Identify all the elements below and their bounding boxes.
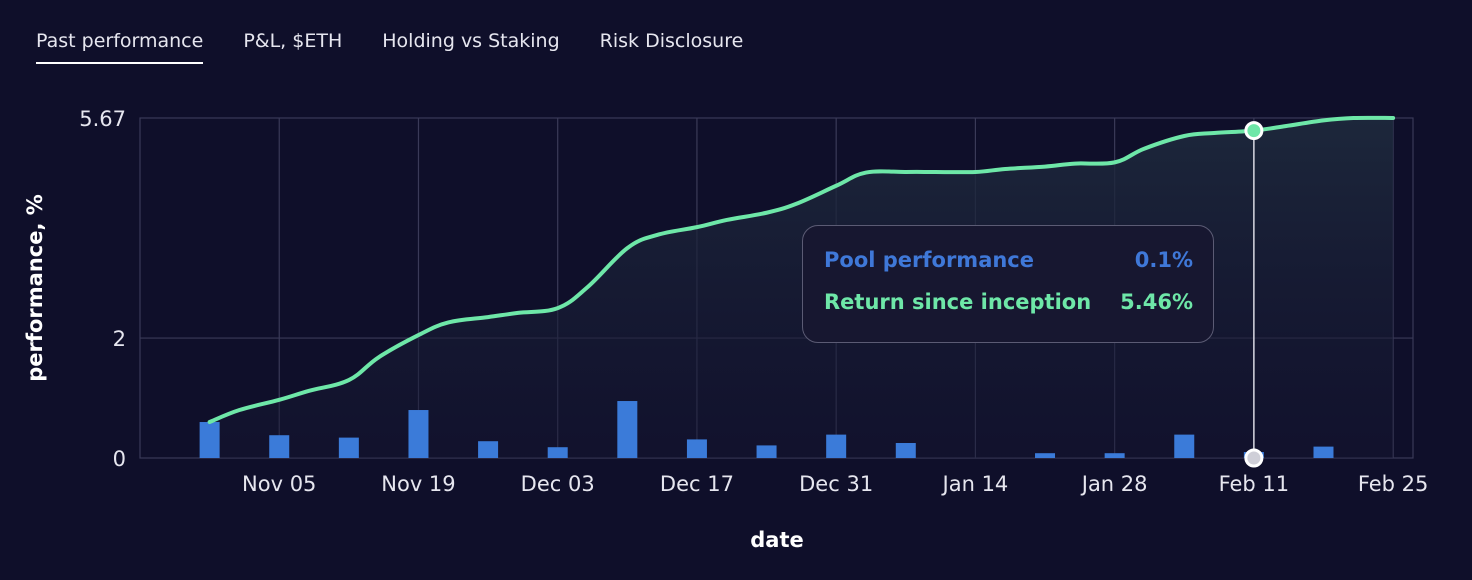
bar xyxy=(895,443,916,458)
bar xyxy=(826,434,847,458)
bar xyxy=(478,441,499,458)
bar xyxy=(1104,453,1125,458)
bar xyxy=(756,445,777,458)
tab-past-performance[interactable]: Past performance xyxy=(36,30,204,64)
bar xyxy=(338,437,359,458)
tab-risk-disclosure[interactable]: Risk Disclosure xyxy=(599,30,744,52)
bar xyxy=(547,447,568,458)
x-tick-label: Feb 25 xyxy=(1358,472,1429,496)
y-axis-title: performance, % xyxy=(23,194,47,382)
bar xyxy=(269,435,290,458)
bar xyxy=(617,401,638,458)
y-tick-label: 5.67 xyxy=(79,107,126,131)
bar xyxy=(408,410,429,458)
hover-point-return xyxy=(1244,121,1264,141)
return-line xyxy=(207,115,1396,425)
bar xyxy=(1174,434,1195,458)
hover-point-pool xyxy=(1244,448,1264,468)
tooltip-return-row: Return since inception 5.46% xyxy=(824,290,1193,314)
x-tick-label: Nov 05 xyxy=(242,472,316,496)
x-tick-label: Dec 31 xyxy=(799,472,873,496)
x-tick-label: Dec 17 xyxy=(660,472,734,496)
y-tick-label: 2 xyxy=(113,327,126,351)
tab-pnl-eth[interactable]: P&L, $ETH xyxy=(243,30,343,52)
tooltip-return-label: Return since inception xyxy=(824,290,1092,314)
tab-bar: Past performance P&L, $ETH Holding vs St… xyxy=(36,30,743,64)
x-tick-label: Nov 19 xyxy=(381,472,455,496)
x-tick-label: Jan 14 xyxy=(941,472,1009,496)
bar xyxy=(199,422,220,458)
hover-tooltip: Pool performance 0.1% Return since incep… xyxy=(802,225,1214,343)
bar xyxy=(1035,453,1056,458)
x-axis-title: date xyxy=(750,528,803,552)
x-tick-label: Feb 11 xyxy=(1219,472,1290,496)
y-tick-label: 0 xyxy=(113,447,126,471)
tooltip-pool-value: 0.1% xyxy=(1134,248,1193,272)
bar xyxy=(1313,446,1334,458)
tooltip-pool-label: Pool performance xyxy=(824,248,1034,272)
area-under-curve xyxy=(209,117,1394,459)
tab-holding-vs-staking[interactable]: Holding vs Staking xyxy=(382,30,560,52)
bar xyxy=(686,439,707,458)
x-tick-label: Dec 03 xyxy=(521,472,595,496)
x-tick-label: Jan 28 xyxy=(1080,472,1148,496)
tooltip-pool-row: Pool performance 0.1% xyxy=(824,248,1193,272)
tooltip-return-value: 5.46% xyxy=(1120,290,1193,314)
